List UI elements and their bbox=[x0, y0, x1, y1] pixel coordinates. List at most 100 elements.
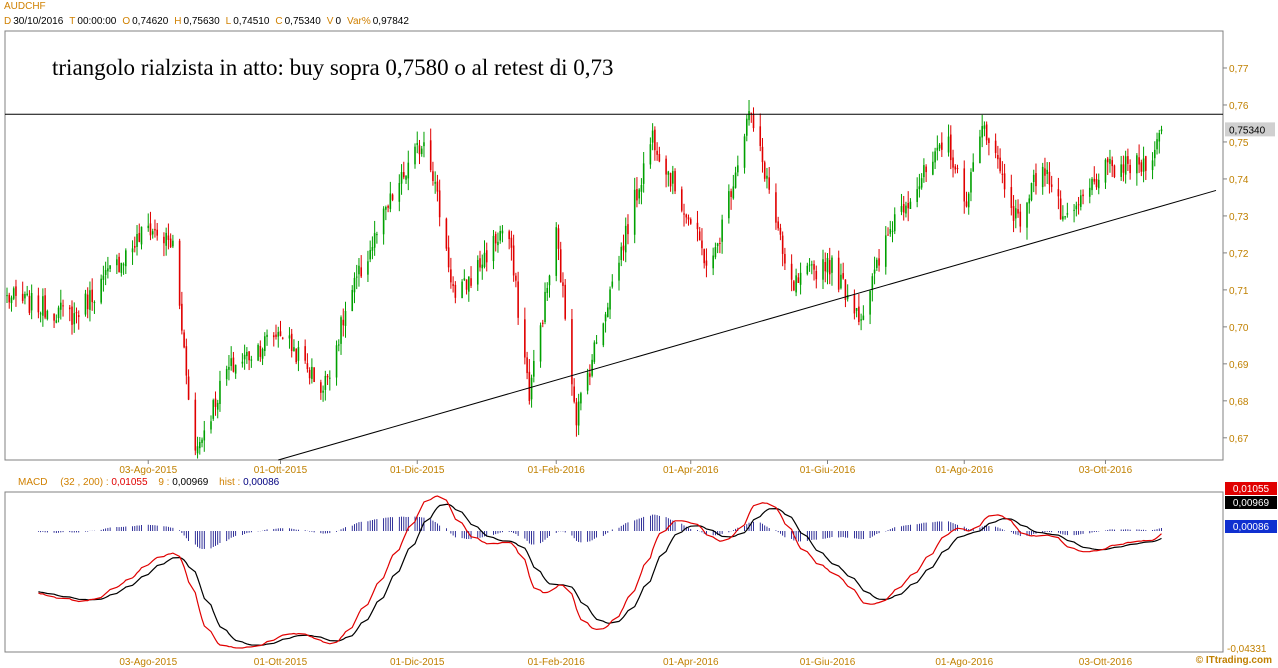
candle-body bbox=[21, 293, 24, 301]
candle-body bbox=[797, 277, 800, 283]
y-tick-label: 0,76 bbox=[1229, 101, 1249, 112]
header-key-5: C bbox=[275, 16, 283, 27]
candle-body bbox=[470, 278, 472, 286]
candle-body bbox=[116, 259, 118, 266]
candle-body bbox=[1028, 198, 1031, 204]
candle-body bbox=[889, 228, 892, 234]
candle-body bbox=[775, 192, 777, 223]
candle-body bbox=[1032, 174, 1035, 183]
candle-body bbox=[763, 162, 766, 179]
macd-panel-frame bbox=[4, 491, 1224, 653]
candle-body bbox=[965, 201, 968, 207]
y-tick-label: 0,74 bbox=[1229, 175, 1249, 186]
macd-params: (32 , 200) : bbox=[60, 477, 109, 488]
candle-body bbox=[86, 294, 89, 310]
candle-body bbox=[795, 275, 797, 293]
candle-body bbox=[483, 252, 486, 267]
signal-line bbox=[38, 503, 1162, 646]
candle-body bbox=[290, 333, 293, 351]
candle-body bbox=[680, 189, 683, 211]
candle-body bbox=[355, 276, 358, 278]
candle-body bbox=[371, 247, 374, 251]
candle-body bbox=[243, 354, 246, 360]
candle-body bbox=[808, 264, 811, 266]
candle-body bbox=[721, 219, 723, 242]
candle-body bbox=[669, 173, 672, 187]
candle-body bbox=[606, 307, 609, 318]
candle-body bbox=[279, 331, 282, 337]
candle-body bbox=[165, 232, 167, 246]
candle-body bbox=[855, 308, 858, 311]
candle-body bbox=[1106, 158, 1109, 163]
candle-body bbox=[277, 332, 280, 337]
candle-body bbox=[539, 325, 542, 362]
candle-body bbox=[667, 171, 670, 175]
candle-body bbox=[954, 166, 957, 170]
x-tick-label: 01-Feb-2016 bbox=[528, 465, 586, 476]
candle-body bbox=[716, 243, 719, 247]
candle-body bbox=[335, 345, 338, 378]
candle-body bbox=[140, 226, 143, 245]
candle-body bbox=[118, 256, 120, 273]
header-value-2: 0,74620 bbox=[132, 16, 169, 27]
candle-body bbox=[683, 213, 685, 215]
candle-body bbox=[6, 295, 8, 297]
candle-body bbox=[994, 140, 997, 153]
y-tick-label: 0,69 bbox=[1229, 360, 1249, 371]
candle-body bbox=[369, 250, 371, 260]
candle-body bbox=[104, 270, 107, 275]
candle-body bbox=[1064, 216, 1066, 218]
candle-body bbox=[703, 249, 705, 264]
candle-body bbox=[793, 281, 795, 291]
header-key-7: Var% bbox=[347, 16, 371, 27]
candle-body bbox=[167, 235, 170, 240]
candle-body bbox=[497, 241, 499, 246]
candle-body bbox=[752, 113, 755, 129]
candle-body bbox=[862, 315, 865, 320]
candle-body bbox=[526, 357, 528, 374]
candle-body bbox=[1062, 216, 1064, 220]
candle-body bbox=[871, 276, 874, 291]
candle-body bbox=[1066, 213, 1069, 215]
candle-body bbox=[1136, 155, 1138, 174]
candle-body bbox=[1138, 157, 1140, 165]
y-tick-label: 0,73 bbox=[1229, 212, 1249, 223]
macd-x-tick-label: 03-Ott-2016 bbox=[1079, 657, 1133, 668]
candle-body bbox=[891, 230, 894, 232]
candle-body bbox=[591, 359, 593, 376]
header-value-7: 0,97842 bbox=[372, 16, 409, 27]
candle-body bbox=[1104, 159, 1107, 183]
x-tick-label: 03-Ott-2016 bbox=[1079, 465, 1133, 476]
candle-body bbox=[905, 205, 907, 214]
header-value-5: 0,75340 bbox=[284, 16, 321, 27]
candle-body bbox=[73, 313, 76, 325]
candle-body bbox=[10, 297, 13, 304]
candle-body bbox=[672, 171, 674, 184]
candle-body bbox=[109, 265, 111, 269]
candle-body bbox=[44, 295, 46, 318]
candle-body bbox=[577, 401, 580, 426]
candle-body bbox=[602, 323, 605, 346]
candle-body bbox=[949, 134, 952, 161]
candle-body bbox=[826, 257, 829, 273]
candle-body bbox=[1145, 156, 1147, 171]
candle-body bbox=[734, 172, 737, 188]
candle-body bbox=[1017, 209, 1019, 214]
candle-body bbox=[824, 261, 827, 272]
candle-body bbox=[465, 279, 468, 290]
candle-body bbox=[297, 347, 300, 361]
candle-body bbox=[970, 172, 972, 193]
candle-body bbox=[468, 276, 470, 292]
candle-body bbox=[57, 307, 60, 319]
candle-body bbox=[557, 228, 560, 249]
candle-body bbox=[689, 219, 692, 224]
candle-body bbox=[172, 240, 174, 247]
macd-value-box bbox=[1225, 496, 1277, 509]
x-tick-label: 01-Ago-2016 bbox=[935, 465, 993, 476]
candle-body bbox=[595, 342, 598, 344]
candle-body bbox=[391, 194, 394, 200]
candle-body bbox=[382, 208, 385, 235]
candle-body bbox=[494, 234, 497, 244]
candle-body bbox=[1160, 129, 1163, 132]
candle-body bbox=[138, 232, 141, 242]
